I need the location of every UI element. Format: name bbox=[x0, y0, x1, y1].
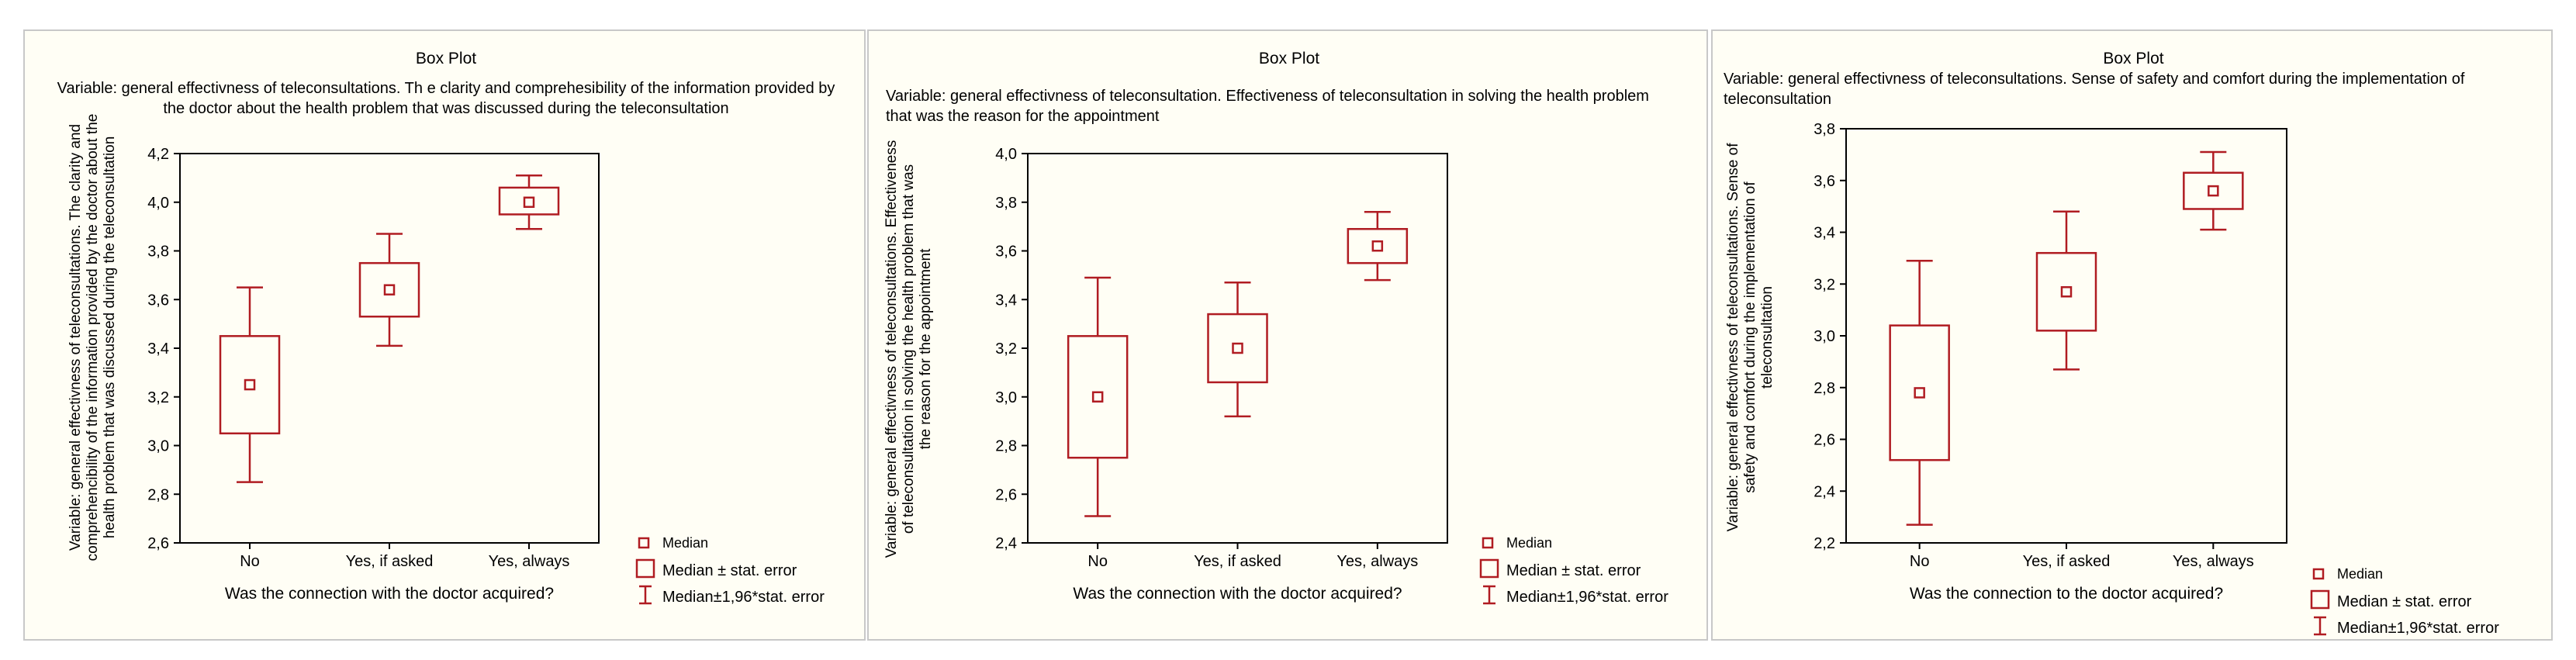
legend-box-symbol bbox=[2310, 589, 2330, 610]
legend-box-symbol bbox=[635, 558, 655, 579]
y-tick-label: 4,2 bbox=[147, 146, 169, 163]
y-tick-label: 2,6 bbox=[147, 535, 169, 552]
box-yes-if-asked bbox=[2035, 251, 2097, 332]
chart-2-svg: Box Plot Variable: general effectivness o… bbox=[883, 50, 1668, 606]
y-tick-label: 3,8 bbox=[1814, 121, 1835, 138]
chart-title: Box Plot bbox=[1259, 50, 1319, 67]
y-axis-label-line: Variable: general effectivness of teleco… bbox=[883, 140, 900, 558]
chart-3-svg: Box Plot Variable: general effectivness o… bbox=[1724, 50, 2499, 637]
y-tick-label: 3,4 bbox=[995, 292, 1017, 309]
legend-whisker-label: Median±1,96*stat. error bbox=[2337, 620, 2499, 637]
legend-median-label: Median bbox=[662, 535, 708, 551]
median-marker bbox=[523, 196, 535, 208]
y-tick-label: 2,6 bbox=[995, 486, 1017, 503]
chart-1-svg: Box Plot Variable: general effectivness o… bbox=[57, 50, 835, 606]
y-tick-label: 3,0 bbox=[1814, 328, 1835, 345]
y-tick-label: 2,2 bbox=[1814, 535, 1835, 552]
x-tick-label: Yes, always bbox=[2173, 553, 2254, 570]
chart-subtitle-line: that was the reason for the appointment bbox=[886, 108, 1160, 125]
y-axis-label-line: Variable: general effectivness of teleco… bbox=[67, 124, 84, 551]
legend-median-symbol bbox=[2312, 568, 2325, 580]
legend-median-label: Median bbox=[1506, 535, 1552, 551]
median-marker bbox=[383, 284, 396, 295]
legend-box-label: Median ± stat. error bbox=[662, 562, 797, 579]
y-tick-label: 3,8 bbox=[995, 195, 1017, 212]
y-tick-label: 3,2 bbox=[995, 340, 1017, 358]
chart-subtitle-line: the doctor about the health problem that… bbox=[163, 100, 728, 117]
median-marker bbox=[244, 378, 256, 391]
x-tick-label: No bbox=[1910, 553, 1930, 570]
x-tick-label: Yes, if asked bbox=[2023, 553, 2111, 570]
y-tick-label: 2,8 bbox=[147, 486, 169, 503]
x-tick-label: Yes, always bbox=[489, 553, 570, 570]
chart-subtitle-line: Variable: general effectivness of teleco… bbox=[57, 80, 835, 97]
y-tick-label: 3,4 bbox=[147, 340, 169, 358]
y-tick-label: 2,4 bbox=[1814, 483, 1835, 500]
y-tick-label: 2,6 bbox=[1814, 432, 1835, 449]
legend-whisker-label: Median±1,96*stat. error bbox=[662, 589, 825, 606]
x-tick-label: Yes, if asked bbox=[346, 553, 434, 570]
box-yes-if-asked bbox=[358, 261, 420, 318]
x-tick-label: No bbox=[1087, 553, 1108, 570]
median-marker bbox=[2060, 286, 2073, 298]
x-tick-label: Yes, if asked bbox=[1194, 553, 1281, 570]
y-axis-label-line: teleconsultation bbox=[1759, 286, 1776, 389]
y-tick-label: 3,0 bbox=[995, 389, 1017, 406]
y-tick-label: 2,8 bbox=[1814, 380, 1835, 397]
legend-median-symbol bbox=[1482, 537, 1494, 549]
chart-panel-1: Box Plot Variable: general effectivness o… bbox=[23, 29, 866, 641]
y-tick-label: 3,6 bbox=[147, 292, 169, 309]
chart-subtitle-line: Variable: general effectivness of teleco… bbox=[1724, 71, 2465, 88]
box-yes-always bbox=[2183, 171, 2244, 210]
y-axis-label-line: safety and comfort during the implementa… bbox=[1742, 181, 1758, 493]
median-marker bbox=[1371, 240, 1384, 252]
y-axis-label-line: the reason for the appointment bbox=[918, 248, 934, 450]
x-axis-label: Was the connection with the doctor acqui… bbox=[225, 585, 554, 603]
box-yes-if-asked bbox=[1207, 313, 1268, 384]
chart-subtitle-line: teleconsultation bbox=[1724, 91, 1831, 108]
y-tick-label: 4,0 bbox=[995, 146, 1017, 163]
box-yes-always bbox=[498, 186, 560, 216]
legend-box-label: Median ± stat. error bbox=[1506, 562, 1641, 579]
legend-whisker-label: Median±1,96*stat. error bbox=[1506, 589, 1668, 606]
chart-panel-2: Box Plot Variable: general effectivness o… bbox=[867, 29, 1708, 641]
chart-title: Box Plot bbox=[416, 50, 476, 67]
y-tick-label: 2,4 bbox=[995, 535, 1017, 552]
y-tick-label: 4,0 bbox=[147, 195, 169, 212]
y-tick-label: 3,6 bbox=[1814, 173, 1835, 190]
box-yes-always bbox=[1347, 228, 1409, 264]
box-no bbox=[1889, 324, 1950, 461]
plot-area bbox=[179, 153, 600, 544]
box-no bbox=[1067, 335, 1129, 459]
y-tick-label: 3,0 bbox=[147, 438, 169, 455]
y-tick-label: 3,2 bbox=[147, 389, 169, 406]
box-no bbox=[219, 335, 281, 435]
y-tick-label: 3,2 bbox=[1814, 276, 1835, 293]
y-axis-label-line: comprehencibility of the information pro… bbox=[85, 114, 101, 562]
x-axis-label: Was the connection with the doctor acqui… bbox=[1073, 585, 1402, 603]
legend-median-symbol bbox=[638, 537, 650, 549]
chart-subtitle-line: Variable: general effectivness of teleco… bbox=[886, 88, 1649, 105]
chart-title: Box Plot bbox=[2103, 50, 2163, 67]
y-tick-label: 3,6 bbox=[995, 244, 1017, 261]
y-axis-label-line: of teleconsultation in solving the healt… bbox=[901, 164, 917, 534]
median-marker bbox=[1914, 387, 1925, 399]
x-tick-label: No bbox=[240, 553, 260, 570]
y-tick-label: 3,8 bbox=[147, 244, 169, 261]
legend-box-label: Median ± stat. error bbox=[2337, 593, 2472, 610]
chart-panel-3: Box Plot Variable: general effectivness o… bbox=[1711, 29, 2553, 641]
x-axis-label: Was the connection to the doctor acquire… bbox=[1910, 585, 2223, 603]
x-tick-label: Yes, always bbox=[1336, 553, 1418, 570]
legend-box-symbol bbox=[1479, 558, 1499, 579]
median-marker bbox=[1232, 342, 1243, 354]
y-axis-label-line: health problem that was discussed during… bbox=[102, 136, 118, 539]
y-tick-label: 2,8 bbox=[995, 438, 1017, 455]
y-axis-label-line: Variable: general effectivness of teleco… bbox=[1725, 143, 1741, 532]
legend-median-label: Median bbox=[2337, 566, 2383, 582]
median-marker bbox=[2208, 185, 2219, 197]
y-tick-label: 3,4 bbox=[1814, 225, 1835, 242]
median-marker bbox=[1091, 391, 1104, 403]
